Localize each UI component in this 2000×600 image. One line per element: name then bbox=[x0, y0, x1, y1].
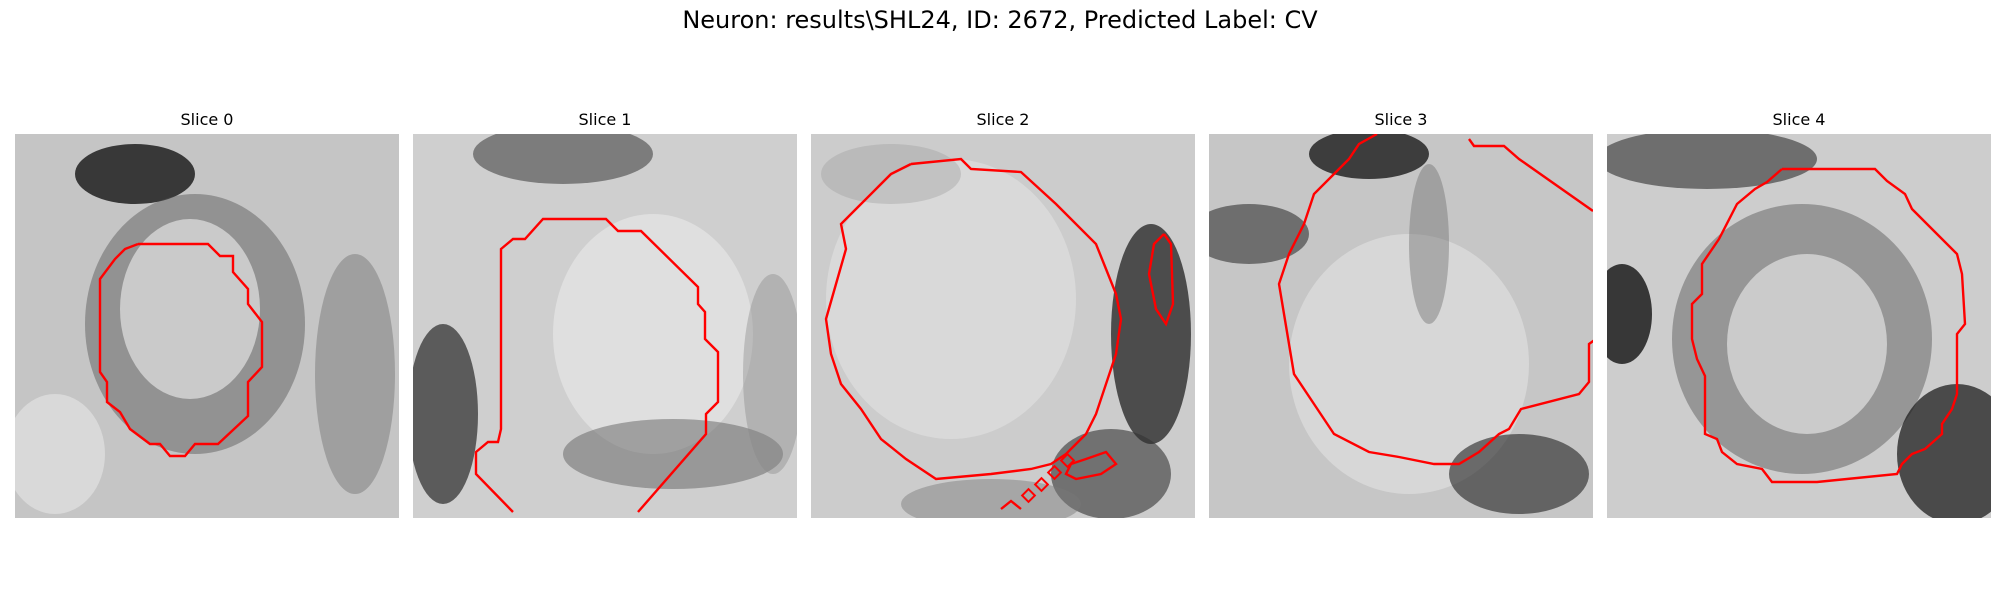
contour-2d bbox=[1000, 499, 1022, 510]
slice-panel-2: Slice 2 bbox=[811, 110, 1195, 518]
contour-3a bbox=[1277, 134, 1593, 466]
contour-1 bbox=[474, 217, 720, 513]
slice-title-0: Slice 0 bbox=[180, 110, 234, 129]
contour-3b bbox=[1468, 138, 1593, 212]
contour-2c bbox=[1064, 450, 1118, 481]
slice-title-1: Slice 1 bbox=[578, 110, 632, 129]
slice-title-3: Slice 3 bbox=[1374, 110, 1428, 129]
slice-panel-1: Slice 1 bbox=[413, 110, 797, 518]
slice-image-3 bbox=[1209, 134, 1593, 518]
figure-title: Neuron: results\SHL24, ID: 2672, Predict… bbox=[682, 6, 1318, 34]
contour-4 bbox=[1690, 167, 1967, 484]
slice-panel-4: Slice 4 bbox=[1607, 110, 1991, 518]
slice-panel-0: Slice 0 bbox=[15, 110, 399, 518]
slice-image-1 bbox=[413, 134, 797, 518]
slice-panel-3: Slice 3 bbox=[1209, 110, 1593, 518]
contour-2b bbox=[1147, 233, 1175, 327]
slice-image-4 bbox=[1607, 134, 1991, 518]
slice-image-2 bbox=[811, 134, 1195, 518]
slice-title-4: Slice 4 bbox=[1772, 110, 1826, 129]
contour-2a bbox=[824, 157, 1123, 481]
slice-image-0 bbox=[15, 134, 399, 518]
slice-title-2: Slice 2 bbox=[976, 110, 1030, 129]
contour-0 bbox=[98, 242, 264, 458]
